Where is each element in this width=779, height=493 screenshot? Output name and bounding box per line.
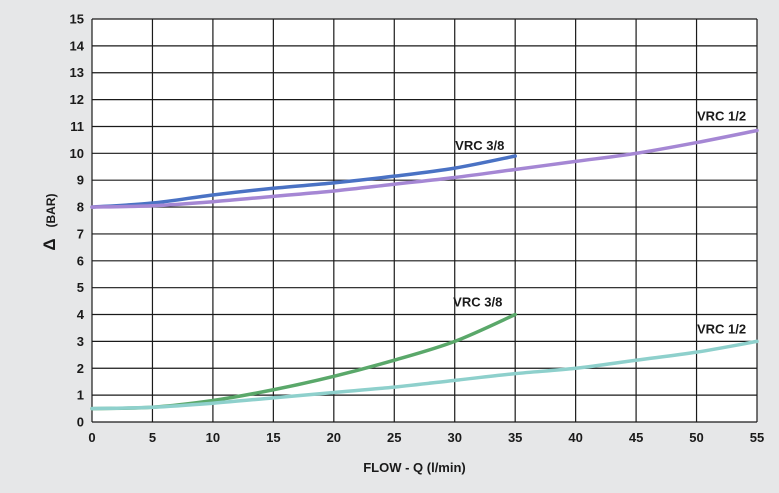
series-line [90,128,759,209]
y-tick-label: 4 [77,307,85,322]
x-tick-label: 55 [750,430,764,445]
series-line [90,339,759,411]
x-tick-label: 15 [266,430,280,445]
y-tick-label: 1 [77,388,84,403]
x-tick-label: 25 [387,430,401,445]
y-tick-label: 0 [77,415,84,430]
x-tick-label: 40 [568,430,582,445]
y-axis-label-text: (BAR) [44,194,58,228]
y-tick-label: 11 [70,119,84,134]
y-tick-label: 5 [77,280,84,295]
y-tick-label: 7 [77,226,84,241]
x-tick-label: 5 [149,430,156,445]
x-tick-label: 0 [88,430,95,445]
y-axis-label-symbol: Δ [40,238,59,250]
series-label: VRC 3/8 [455,138,504,153]
y-tick-label: 3 [77,334,84,349]
series-label: VRC 1/2 [697,108,746,123]
series-labels: VRC 3/8 VRC 1/2 VRC 3/8 VRC 1/2 [453,108,746,336]
x-tick-label: 35 [508,430,522,445]
x-tick-label: 30 [447,430,461,445]
x-axis-ticks: 0 5 10 15 20 25 30 35 40 45 50 55 [88,430,764,445]
series-lines [90,128,759,411]
series-line [90,154,517,209]
series-label: VRC 3/8 [453,295,502,310]
y-tick-label: 9 [77,173,84,188]
x-tick-label: 20 [327,430,341,445]
x-tick-label: 50 [689,430,703,445]
x-tick-label: 45 [629,430,643,445]
x-axis-label: FLOW - Q (l/min) [363,460,466,475]
y-tick-label: 6 [77,253,84,268]
y-tick-label: 10 [70,146,84,161]
y-tick-label: 8 [77,200,84,215]
y-tick-label: 15 [70,12,84,27]
plot-area [92,19,757,422]
series-label: VRC 1/2 [697,321,746,336]
x-tick-label: 10 [206,430,220,445]
y-axis-label: Δ (BAR) [40,194,59,251]
y-tick-label: 14 [70,38,85,53]
y-tick-label: 12 [70,92,84,107]
y-tick-label: 2 [77,361,84,376]
y-tick-label: 13 [70,65,84,80]
